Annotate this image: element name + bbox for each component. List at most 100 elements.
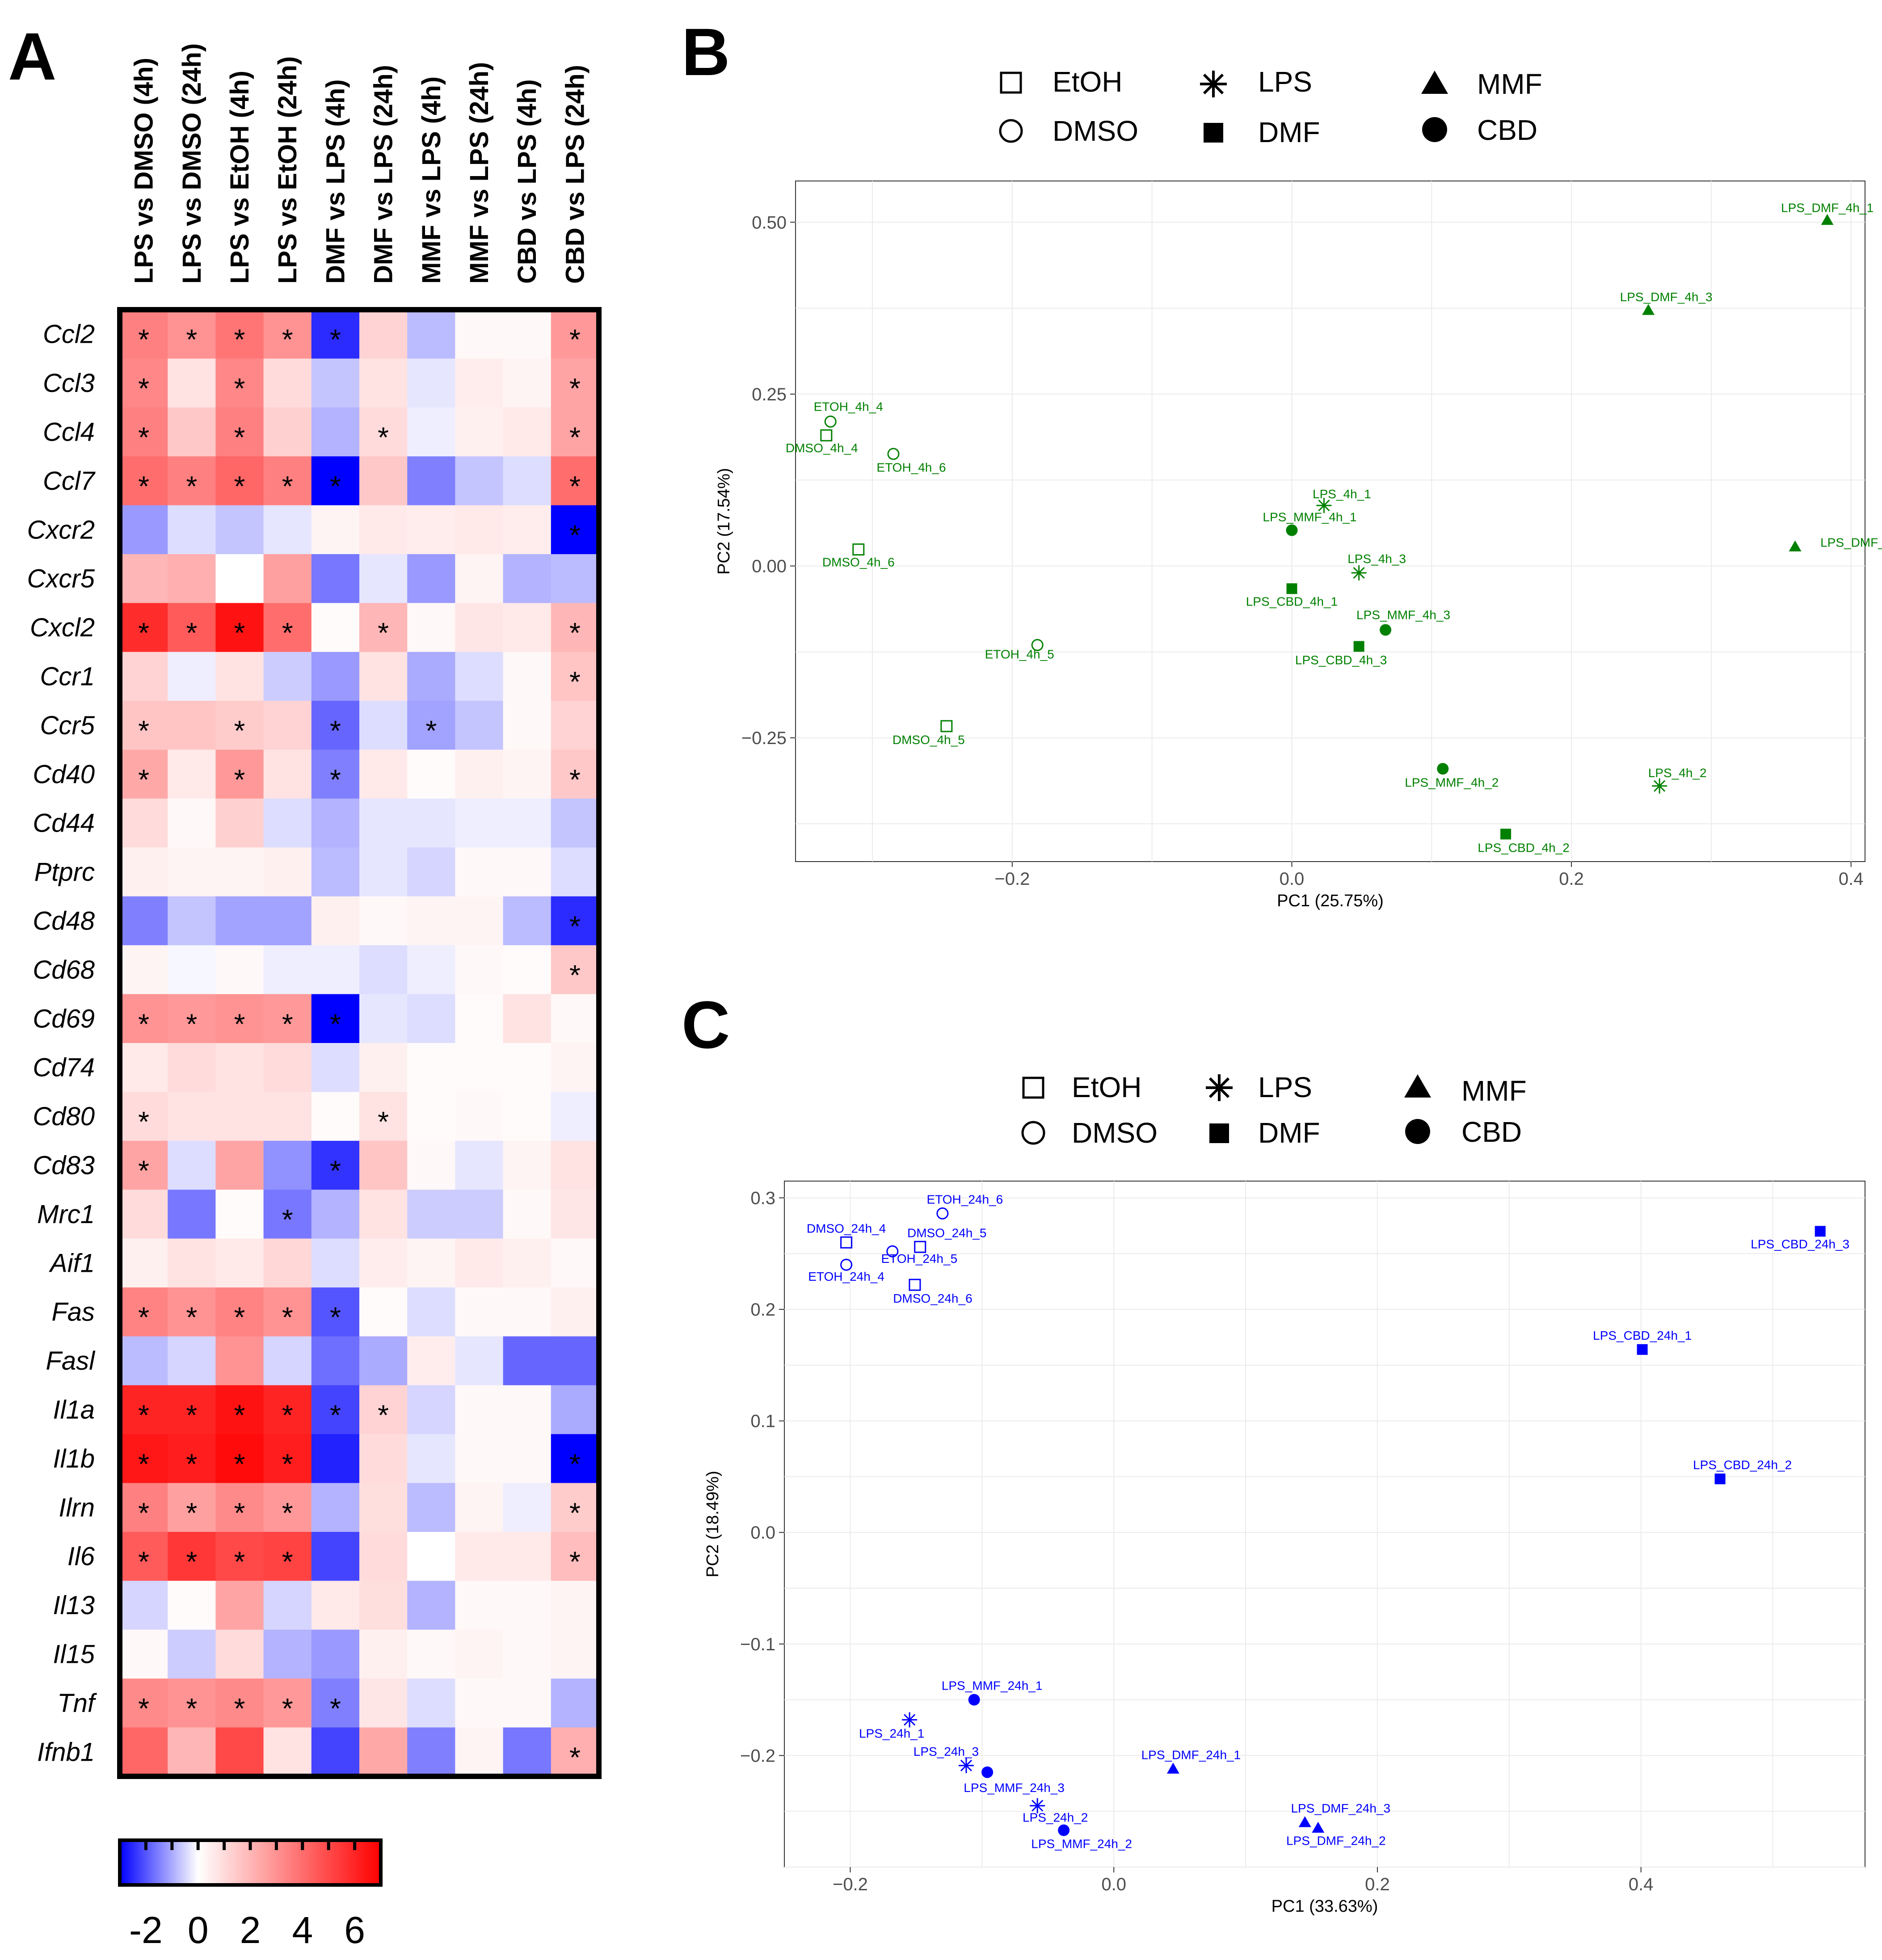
heatmap-row-label: Tnf — [57, 1689, 97, 1718]
heatmap-cell — [359, 1434, 408, 1484]
heatmap-cell — [120, 945, 168, 995]
heatmap-cell — [263, 994, 312, 1043]
heatmap-cell — [311, 1678, 360, 1728]
heatmap-cell — [168, 407, 216, 457]
significance-star: * — [186, 1546, 197, 1578]
heatmap-cell — [359, 1532, 408, 1581]
heatmap-cell — [551, 554, 599, 603]
data-point — [1316, 498, 1332, 513]
heatmap-row-label: Il13 — [53, 1591, 95, 1620]
heatmap-cell — [551, 1238, 599, 1288]
legend-etoh-symbol — [1022, 1077, 1044, 1099]
significance-star: * — [138, 421, 149, 454]
legend-lps-label: LPS — [1258, 1071, 1312, 1103]
significance-star: * — [234, 617, 245, 649]
heatmap-cell — [455, 1385, 504, 1434]
heatmap-cell — [359, 1727, 408, 1777]
heatmap-cell — [120, 896, 168, 946]
significance-star: * — [138, 715, 149, 747]
heatmap-cell — [168, 1092, 216, 1141]
y-tick-label: 0.50 — [752, 213, 787, 232]
data-point-label: LPS_DMF_4h_1 — [1781, 201, 1874, 215]
significance-star: * — [138, 1497, 149, 1529]
significance-star: * — [234, 421, 245, 454]
heatmap-cell — [455, 945, 504, 995]
heatmap-row-label: Cd48 — [33, 907, 95, 936]
heatmap-cell — [551, 994, 599, 1043]
significance-star: * — [330, 1301, 341, 1333]
data-point — [1351, 565, 1367, 580]
colorbar-tick-label: 4 — [292, 1909, 313, 1951]
heatmap-cell — [551, 1336, 599, 1386]
data-point-label: LPS_CBD_24h_3 — [1751, 1237, 1849, 1251]
heatmap-cell — [263, 896, 312, 946]
heatmap-cell — [168, 603, 216, 652]
heatmap-cell — [215, 749, 264, 799]
heatmap-cell — [263, 1678, 312, 1728]
heatmap-cell — [168, 1581, 216, 1630]
heatmap-row-label: Ccl3 — [43, 369, 95, 398]
y-tick-label: 0.3 — [750, 1188, 775, 1208]
colorbar-ticks: -2 0 2 4 6 — [118, 1840, 383, 1951]
heatmap-cell — [168, 945, 216, 995]
significance-markers: * * * * * * * * * * * * * * * * * * * * * * * * * * * * * * * * * * * * * * * *… — [138, 324, 581, 1774]
data-point-label: LPS_CBD_24h_2 — [1693, 1458, 1792, 1472]
heatmap-cell — [455, 1532, 504, 1581]
data-point-label: DMSO_24h_6 — [893, 1291, 972, 1305]
data-point — [981, 1766, 994, 1778]
heatmap-cell — [455, 1581, 504, 1630]
data-point — [1500, 829, 1511, 840]
heatmap-cell — [311, 358, 360, 408]
heatmap-cell — [359, 1629, 408, 1679]
heatmap-cell — [359, 554, 408, 603]
significance-star: * — [378, 1106, 389, 1138]
data-point — [1058, 1824, 1070, 1836]
heatmap-cell — [407, 407, 455, 457]
heatmap-cell — [455, 1140, 504, 1190]
heatmap-column-label: MMF vs LPS (24h) — [465, 62, 494, 284]
heatmap-cell — [263, 1434, 312, 1484]
significance-star: * — [138, 1448, 149, 1480]
data-point — [909, 1279, 921, 1291]
data-point-label: ETOH_24h_6 — [926, 1192, 1003, 1206]
data-point — [1031, 639, 1044, 651]
legend-etoh-label: EtOH — [1053, 66, 1122, 98]
data-point-label: LPS_DMF_24h_3 — [1291, 1801, 1390, 1815]
plot-area — [784, 1181, 1865, 1867]
heatmap-cell — [120, 358, 168, 408]
heatmap-cell — [263, 652, 312, 701]
data-point-label: LPS_24h_1 — [859, 1727, 924, 1741]
heatmap-cell — [503, 603, 552, 652]
data-point — [914, 1241, 926, 1253]
heatmap-cell — [359, 407, 408, 457]
significance-star: * — [234, 715, 245, 747]
data-point-label: LPS_DMF_4h_3 — [1620, 290, 1713, 304]
significance-star: * — [186, 1008, 197, 1040]
legend-b: EtOH DMSO LPS DMF MMF CBD — [999, 66, 1542, 148]
heatmap-cell — [311, 1190, 360, 1239]
heatmap-cell — [215, 456, 264, 506]
heatmap-row-label: Ccl7 — [43, 467, 96, 496]
x-tick-label: 0.0 — [1101, 1875, 1126, 1894]
x-tick-label: 0.4 — [1629, 1875, 1654, 1894]
heatmap-cell — [407, 1727, 455, 1777]
heatmap-border — [117, 307, 602, 1779]
heatmap-cell — [551, 505, 599, 555]
data-point — [1030, 1798, 1045, 1813]
heatmap-row-label: Cd83 — [33, 1151, 95, 1180]
significance-star: * — [569, 519, 581, 551]
significance-star: * — [378, 617, 389, 649]
heatmap-cell — [359, 1483, 408, 1532]
heatmap-cell — [503, 1483, 552, 1532]
heatmap-cell — [120, 701, 168, 750]
heatmap-cell — [263, 1190, 312, 1239]
heatmap-cell — [215, 1385, 264, 1434]
data-point-label: LPS_4h_3 — [1347, 552, 1406, 566]
heatmap-cell — [551, 1532, 599, 1581]
significance-star: * — [186, 1301, 197, 1333]
heatmap-cell — [168, 1190, 216, 1239]
heatmap-cell — [215, 1727, 264, 1777]
legend-dmso-label: DMSO — [1053, 115, 1138, 147]
data-point-label: ETOH_4h_4 — [814, 400, 883, 413]
data-point-label: LPS_4h_1 — [1313, 487, 1371, 501]
